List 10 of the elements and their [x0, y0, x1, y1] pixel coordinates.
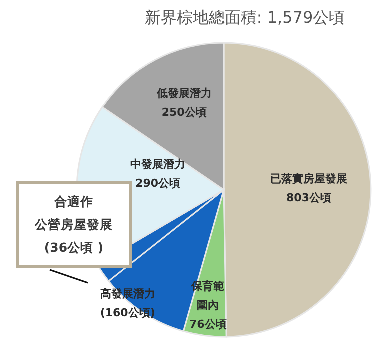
slice-label: 合適作公營房屋發展: [34, 194, 113, 232]
slice-label: 中發展潛力: [130, 158, 186, 171]
data-label: 803公頃: [286, 191, 332, 204]
slice-label: 已落實房屋發展: [270, 172, 348, 186]
slice-label: 高發展潛力: [100, 287, 156, 300]
data-label: 290公頃: [136, 176, 181, 190]
data-label: (36公頃 ): [44, 240, 104, 255]
chart-title: 新界棕地總面積: 1,579公頃: [144, 8, 346, 27]
slice-label: 低發展潛力: [156, 86, 212, 100]
data-label: 250公頃: [162, 106, 207, 119]
